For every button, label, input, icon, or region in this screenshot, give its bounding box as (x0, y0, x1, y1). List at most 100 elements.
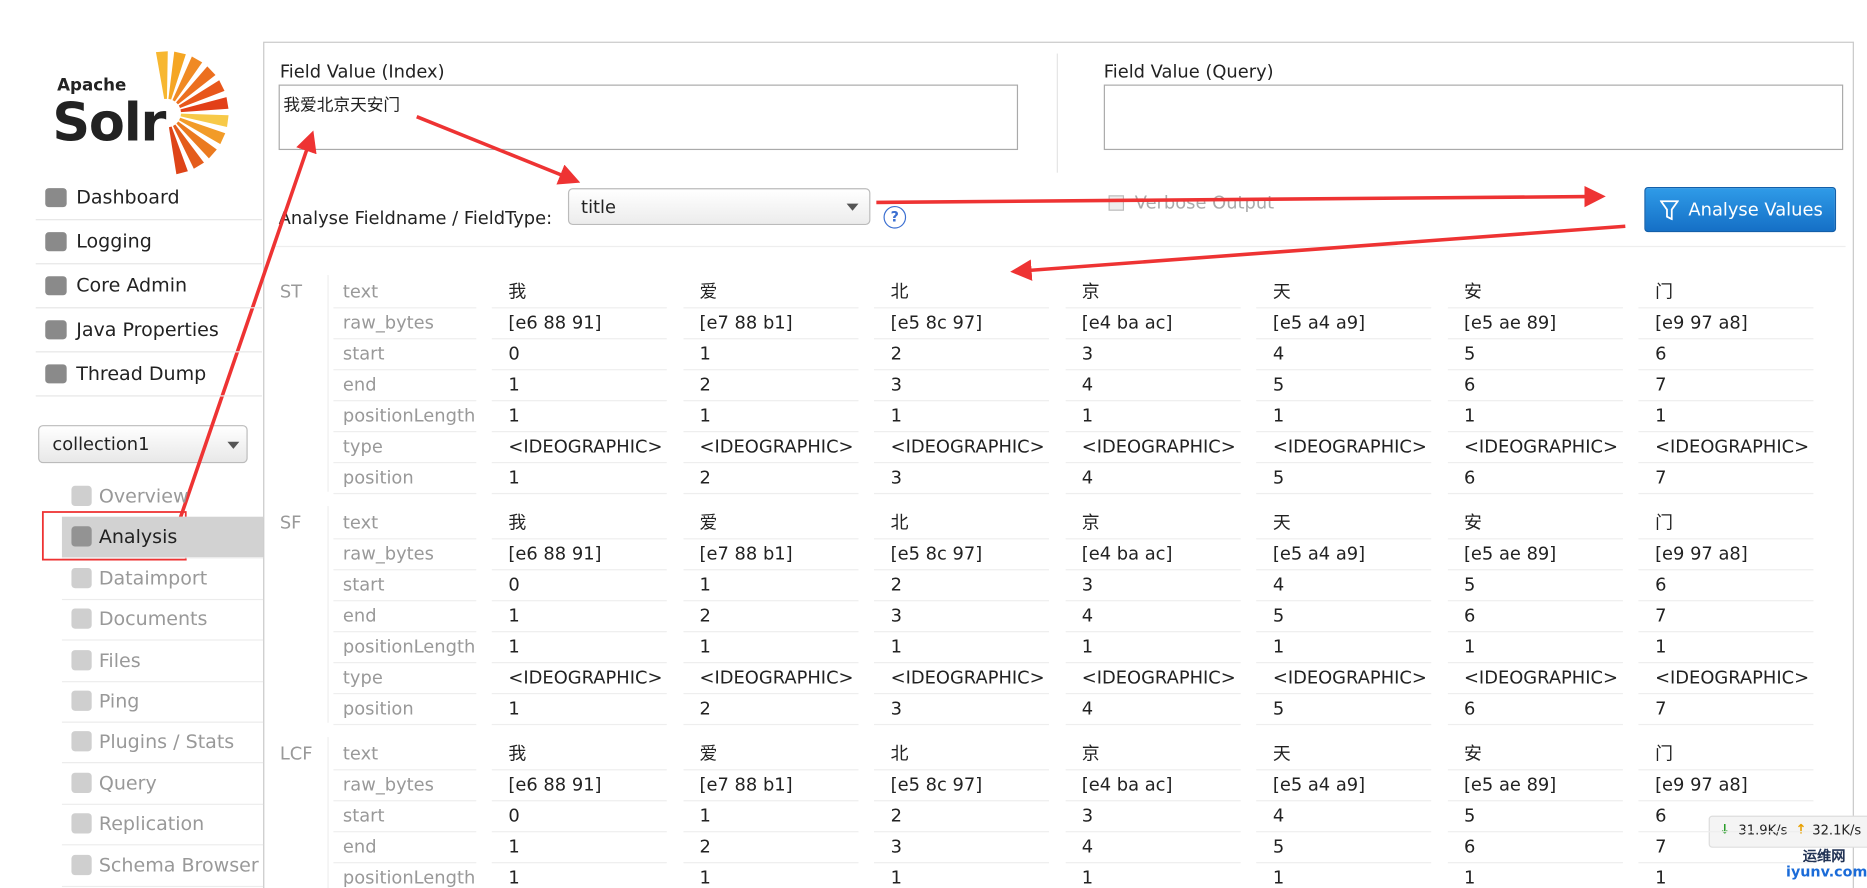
row-line (491, 631, 667, 633)
row-line (491, 307, 667, 309)
row-line (1447, 400, 1623, 402)
stage-name: SF (279, 512, 302, 534)
nav-item[interactable]: Java Properties (76, 317, 219, 341)
row-line (682, 800, 858, 802)
token-cell: [e5 ae 89] (1463, 542, 1557, 565)
row-line (333, 631, 477, 633)
row-line (333, 600, 477, 602)
token-cell: 6 (1655, 573, 1667, 596)
verbose-label[interactable]: Verbose Output (1134, 191, 1275, 214)
token-cell: 4 (1081, 835, 1094, 858)
menu-icon (71, 608, 92, 629)
row-line (1065, 831, 1241, 833)
stage-name: ST (279, 281, 303, 303)
query-textarea[interactable] (1103, 84, 1844, 151)
row-line (1447, 600, 1623, 602)
row-line (491, 338, 667, 340)
token-cell: <IDEOGRAPHIC> (699, 435, 854, 458)
core-menu-item[interactable]: Files (98, 648, 141, 672)
nav-item[interactable]: Dashboard (76, 185, 180, 209)
row-line (1065, 692, 1241, 695)
row-line (1256, 538, 1432, 540)
attr-name: text (342, 512, 379, 534)
token-cell: 安 (1463, 512, 1482, 534)
stage-divider (327, 275, 329, 492)
token-cell: 6 (1463, 697, 1476, 720)
core-menu-item[interactable]: Schema Browser (98, 853, 259, 877)
token-cell: [e5 ae 89] (1463, 773, 1557, 796)
row-line (1638, 400, 1814, 402)
token-cell: [e5 a4 a9] (1272, 311, 1366, 334)
row-line (1256, 431, 1432, 433)
attr-name: position (342, 697, 414, 720)
core-menu-item[interactable]: Replication (98, 812, 205, 835)
token-cell: 6 (1463, 466, 1476, 489)
token-cell: 3 (1081, 342, 1094, 365)
row-line (491, 800, 667, 802)
row-line (873, 692, 1050, 695)
token-cell: [e7 88 b1] (699, 773, 793, 796)
row-line (1256, 492, 1432, 495)
attr-name: text (342, 742, 379, 765)
fieldtype-select[interactable]: title (567, 188, 871, 226)
help-icon[interactable]: ? (883, 205, 907, 229)
token-cell: <IDEOGRAPHIC> (890, 666, 1045, 689)
token-cell: <IDEOGRAPHIC> (1463, 666, 1618, 689)
nav-item[interactable]: Logging (76, 229, 152, 253)
token-cell: 2 (699, 604, 711, 627)
analyse-button[interactable]: Analyse Values (1644, 186, 1837, 233)
core-selector[interactable]: collection1 (38, 425, 248, 464)
separator (35, 219, 262, 221)
row-line (491, 692, 667, 695)
token-cell: <IDEOGRAPHIC> (1081, 435, 1236, 458)
logo-big: Solr (52, 92, 166, 154)
attr-name: raw_bytes (342, 773, 434, 796)
token-cell: 7 (1655, 697, 1667, 720)
up-arrow: ↑ (1795, 821, 1807, 838)
core-menu-item[interactable]: Analysis (98, 525, 178, 548)
core-menu-item[interactable]: Overview (98, 484, 189, 508)
menu-icon (71, 567, 92, 589)
token-cell: [e5 8c 97] (890, 311, 983, 334)
token-cell: 4 (1272, 804, 1285, 827)
token-cell: 4 (1272, 573, 1285, 596)
core-menu-item[interactable]: Plugins / Stats (98, 729, 235, 753)
row-line (682, 662, 858, 664)
nav-item[interactable]: Thread Dump (76, 361, 207, 385)
token-cell: <IDEOGRAPHIC> (1272, 666, 1427, 689)
token-cell: 5 (1463, 804, 1476, 827)
verbose-checkbox[interactable] (1108, 195, 1125, 211)
token-cell: 1 (890, 635, 903, 658)
index-textarea[interactable]: 我爱北京天安门 (278, 84, 1019, 151)
stage-name: LCF (279, 742, 313, 765)
token-cell: [e4 ba ac] (1081, 542, 1173, 565)
menu-icon (71, 690, 92, 711)
row-line (873, 461, 1050, 464)
nav-item[interactable]: Core Admin (76, 273, 188, 297)
row-line (873, 831, 1050, 833)
token-cell: 1 (508, 466, 520, 489)
token-cell: 门 (1655, 281, 1673, 303)
row-line (1447, 431, 1623, 433)
token-cell: 北 (890, 512, 909, 534)
core-menu-item[interactable]: Documents (98, 607, 208, 630)
token-cell: 2 (699, 835, 711, 858)
row-line (1065, 769, 1241, 771)
row-line (1447, 492, 1623, 495)
fieldtype-value: title (581, 196, 616, 218)
row-line (333, 692, 477, 695)
row-line (682, 461, 858, 464)
row-line (1065, 631, 1241, 633)
token-cell: <IDEOGRAPHIC> (1463, 435, 1618, 458)
row-line (1065, 538, 1241, 540)
attr-name: type (342, 666, 383, 689)
core-menu-item[interactable]: Dataimport (98, 566, 208, 590)
row-line (1256, 461, 1432, 464)
token-cell: 天 (1272, 281, 1291, 303)
token-cell: 天 (1272, 742, 1291, 765)
token-cell: [e6 88 91] (508, 542, 602, 565)
core-menu-item[interactable]: Ping (98, 689, 140, 713)
core-menu-item[interactable]: Query (98, 771, 157, 795)
token-cell: 1 (1081, 866, 1094, 888)
row-line (1065, 662, 1241, 664)
